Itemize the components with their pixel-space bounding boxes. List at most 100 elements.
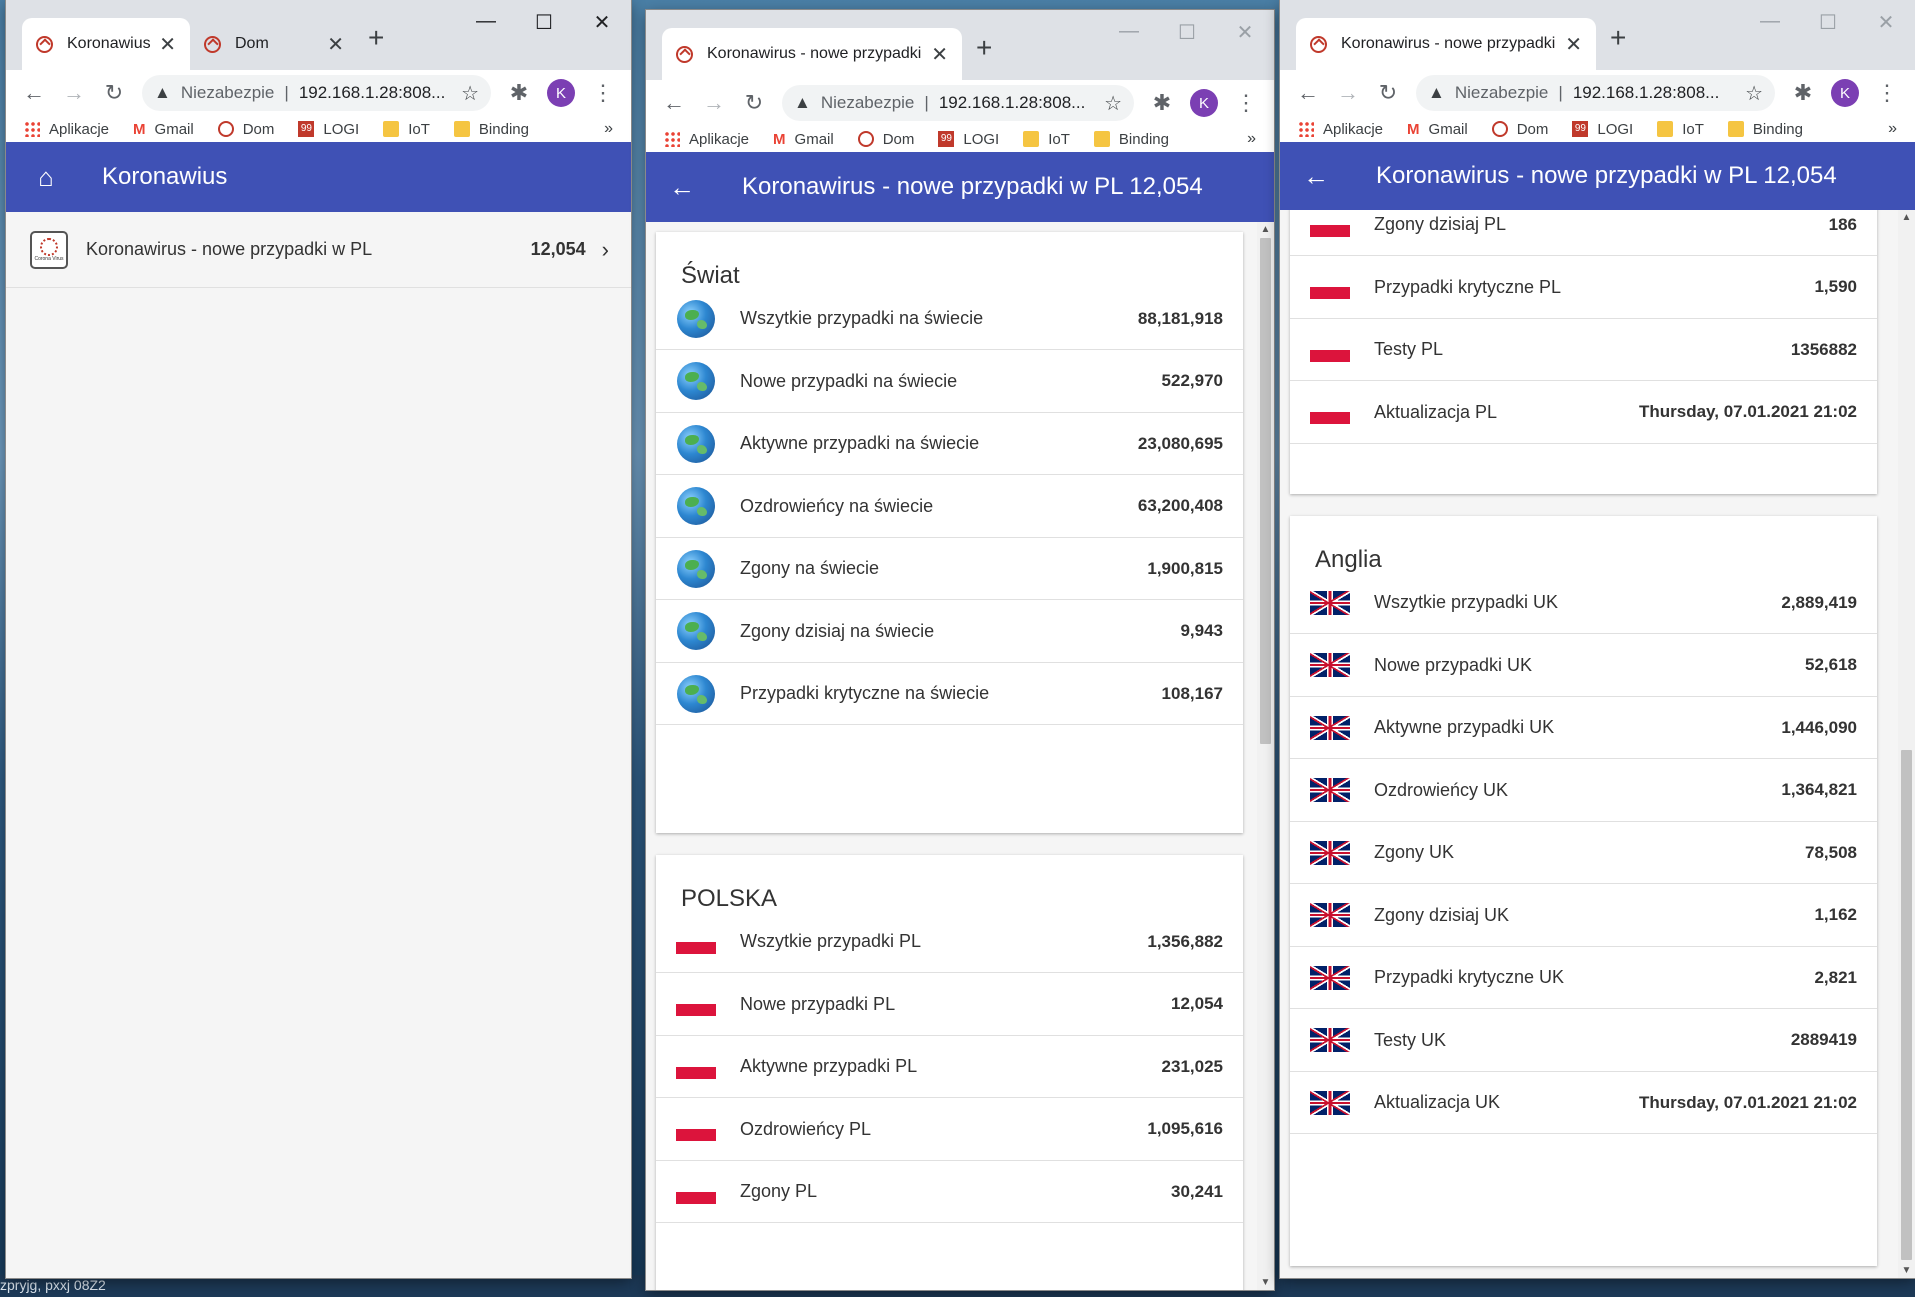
address-bar[interactable]: ▲ Niezabezpie | 192.168.1.28:808... ☆ xyxy=(782,85,1134,121)
tab-close-icon[interactable]: ✕ xyxy=(931,43,948,66)
scrollbar[interactable]: ▲ ▼ xyxy=(1898,210,1915,1278)
app-header: ⌂ Koronawius xyxy=(6,142,631,212)
tab-koronawirus[interactable]: Koronawirus - nowe przypadki w ✕ xyxy=(1296,18,1596,70)
back-icon[interactable]: ← xyxy=(663,90,685,115)
close-window-icon[interactable]: ✕ xyxy=(593,12,611,34)
bookmark-iot[interactable]: IoT xyxy=(1657,121,1704,138)
tab-close-icon[interactable]: ✕ xyxy=(1565,33,1582,56)
scroll-up-icon[interactable]: ▲ xyxy=(1901,212,1912,223)
tab-title: Koronawius xyxy=(67,35,151,52)
app-header: ← Koronawirus - nowe przypadki w PL 12,0… xyxy=(1280,142,1915,210)
new-tab-icon[interactable]: + xyxy=(1610,22,1627,53)
address-bar[interactable]: ▲ Niezabezpie | 192.168.1.28:808... ☆ xyxy=(1416,75,1775,111)
tab-favicon-icon xyxy=(676,45,693,63)
bookmark-iot[interactable]: IoT xyxy=(383,121,430,138)
bookmarks-more-icon[interactable]: » xyxy=(1247,130,1256,147)
scrollbar[interactable]: ▲ ▼ xyxy=(1257,222,1274,1290)
home-icon[interactable]: ⌂ xyxy=(38,161,54,192)
tab-koronawirus[interactable]: Koronawirus - nowe przypadki w ✕ xyxy=(662,28,962,80)
stat-label: Wszytkie przypadki UK xyxy=(1374,592,1559,612)
tab-title: Koronawirus - nowe przypadki w xyxy=(707,45,924,62)
extensions-icon[interactable]: ✱ xyxy=(1793,80,1813,105)
extensions-icon[interactable]: ✱ xyxy=(509,80,529,105)
tab-dom[interactable]: Dom ✕ xyxy=(190,18,358,70)
back-icon[interactable]: ← xyxy=(1297,80,1319,105)
arrow-back-icon[interactable]: ← xyxy=(1303,160,1329,191)
extensions-icon[interactable]: ✱ xyxy=(1152,90,1172,115)
maximize-icon[interactable]: ☐ xyxy=(1178,22,1196,44)
window-controls: — ☐ ✕ xyxy=(1100,20,1274,45)
bookmark-gmail[interactable]: M Gmail xyxy=(133,120,194,139)
bookmark-dom[interactable]: Dom xyxy=(1491,121,1548,138)
stat-value: 88,181,918 xyxy=(1137,308,1223,328)
stat-row: Aktywne przypadki UK 1,446,090 xyxy=(1290,697,1877,759)
scroll-down-icon[interactable]: ▼ xyxy=(1901,1265,1912,1276)
minimize-icon[interactable]: — xyxy=(1760,10,1780,32)
close-window-icon[interactable]: ✕ xyxy=(1877,12,1895,34)
bookmark-apps[interactable]: Aplikacje xyxy=(664,131,749,148)
bookmark-gmail[interactable]: M Gmail xyxy=(773,130,834,149)
globe-icon xyxy=(676,549,716,588)
chevron-right-icon[interactable]: › xyxy=(601,236,609,262)
minimize-icon[interactable]: — xyxy=(476,10,496,32)
bookmark-logi[interactable]: 99 LOGI xyxy=(938,131,999,148)
maximize-icon[interactable]: ☐ xyxy=(535,12,553,34)
bookmarks-more-icon[interactable]: » xyxy=(1888,120,1897,137)
bookmark-iot[interactable]: IoT xyxy=(1023,131,1070,148)
scrollbar-thumb[interactable] xyxy=(1901,750,1912,1260)
bookmark-star-icon[interactable]: ☆ xyxy=(1745,82,1763,105)
menu-kebab-icon[interactable]: ⋮ xyxy=(1876,80,1898,105)
scroll-down-icon[interactable]: ▼ xyxy=(1260,1277,1271,1288)
stat-row: Przypadki krytyczne UK 2,821 xyxy=(1290,947,1877,1009)
reload-icon[interactable]: ↻ xyxy=(744,90,764,115)
tab-koronawius[interactable]: Koronawius ✕ xyxy=(22,18,190,70)
bookmark-star-icon[interactable]: ☆ xyxy=(461,82,479,105)
scroll-up-icon[interactable]: ▲ xyxy=(1260,224,1271,235)
tab-close-icon[interactable]: ✕ xyxy=(159,33,176,56)
bookmark-apps[interactable]: Aplikacje xyxy=(24,121,109,138)
stat-row: Aktywne przypadki na świecie 23,080,695 xyxy=(656,413,1243,475)
close-window-icon[interactable]: ✕ xyxy=(1236,22,1254,44)
minimize-icon[interactable]: — xyxy=(1119,20,1139,42)
uk-flag-icon xyxy=(1310,840,1350,865)
stat-label: Aktywne przypadki UK xyxy=(1374,717,1555,737)
stat-row: Nowe przypadki UK 52,618 xyxy=(1290,635,1877,697)
profile-avatar[interactable]: K xyxy=(1831,79,1859,107)
forward-icon[interactable]: → xyxy=(63,80,85,105)
new-tab-icon[interactable]: + xyxy=(368,22,385,53)
bookmark-logi[interactable]: 99 LOGI xyxy=(1572,121,1633,138)
bookmark-dom[interactable]: Dom xyxy=(857,131,914,148)
forward-icon[interactable]: → xyxy=(1337,80,1359,105)
new-tab-icon[interactable]: + xyxy=(976,32,993,63)
maximize-icon[interactable]: ☐ xyxy=(1819,12,1837,34)
reload-icon[interactable]: ↻ xyxy=(1378,80,1398,105)
arrow-back-icon[interactable]: ← xyxy=(669,171,695,202)
england-card: Anglia Wszytkie przypadki UK 2,889,419 Now… xyxy=(1290,516,1877,1266)
bookmarks-more-icon[interactable]: » xyxy=(604,120,613,137)
profile-avatar[interactable]: K xyxy=(547,79,575,107)
stat-row: Ozdrowieńcy UK 1,364,821 xyxy=(1290,760,1877,822)
list-item[interactable]: Corona Virus Koronawirus - nowe przypadk… xyxy=(6,212,631,288)
bookmark-star-icon[interactable]: ☆ xyxy=(1104,92,1122,115)
address-bar[interactable]: ▲ Niezabezpie | 192.168.1.28:808... ☆ xyxy=(142,75,491,111)
bookmark-dom[interactable]: Dom xyxy=(217,121,274,138)
menu-kebab-icon[interactable]: ⋮ xyxy=(1235,90,1257,115)
back-icon[interactable]: ← xyxy=(23,80,45,105)
reload-icon[interactable]: ↻ xyxy=(104,80,124,105)
menu-kebab-icon[interactable]: ⋮ xyxy=(592,80,614,105)
stat-row: Przypadki krytyczne na świecie 108,167 xyxy=(656,663,1243,725)
bookmark-binding[interactable]: Binding xyxy=(1093,131,1169,148)
bookmark-logi[interactable]: 99 LOGI xyxy=(298,121,359,138)
tab-favicon-icon xyxy=(204,35,221,53)
bookmark-binding[interactable]: Binding xyxy=(453,121,529,138)
tab-close-icon[interactable]: ✕ xyxy=(327,33,344,56)
bookmark-binding[interactable]: Binding xyxy=(1727,121,1803,138)
bookmark-gmail[interactable]: M Gmail xyxy=(1407,120,1468,139)
stat-value: 1,364,821 xyxy=(1781,780,1857,799)
security-label: Niezabezpie xyxy=(1454,83,1549,102)
poland-flag-icon xyxy=(676,1054,716,1079)
forward-icon[interactable]: → xyxy=(703,90,725,115)
bookmark-apps[interactable]: Aplikacje xyxy=(1298,121,1383,138)
scrollbar-thumb[interactable] xyxy=(1260,238,1271,744)
profile-avatar[interactable]: K xyxy=(1190,89,1218,117)
